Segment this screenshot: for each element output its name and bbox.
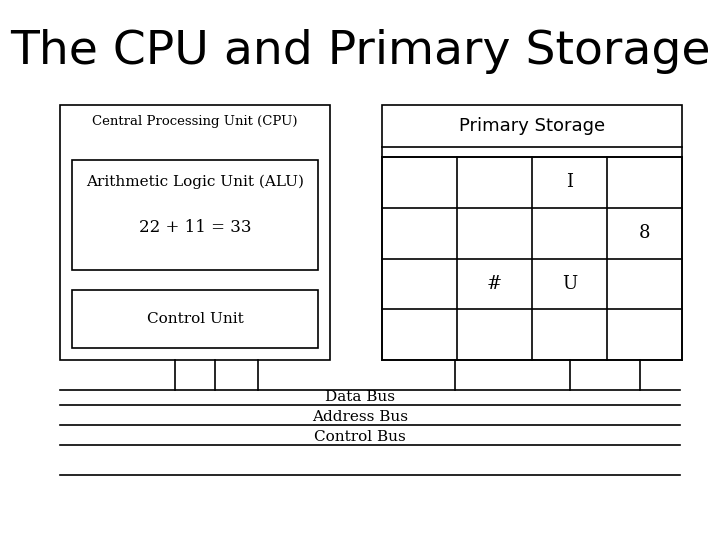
Text: Control Unit: Control Unit: [147, 312, 243, 326]
Text: I: I: [566, 173, 573, 191]
Text: U: U: [562, 275, 577, 293]
Text: Arithmetic Logic Unit (ALU): Arithmetic Logic Unit (ALU): [86, 175, 304, 189]
Text: Data Bus: Data Bus: [325, 390, 395, 404]
Bar: [60, 105, 330, 360]
Bar: [72, 160, 318, 270]
Text: Control Bus: Control Bus: [314, 430, 406, 444]
Text: Central Processing Unit (CPU): Central Processing Unit (CPU): [92, 114, 298, 127]
Text: Primary Storage: Primary Storage: [459, 117, 605, 135]
Text: The CPU and Primary Storage: The CPU and Primary Storage: [10, 30, 710, 75]
Text: 8: 8: [639, 224, 650, 242]
Bar: [382, 105, 682, 360]
Text: 22 + 11 = 33: 22 + 11 = 33: [139, 219, 251, 237]
Text: #: #: [487, 275, 502, 293]
Bar: [72, 290, 318, 348]
Text: Address Bus: Address Bus: [312, 410, 408, 424]
